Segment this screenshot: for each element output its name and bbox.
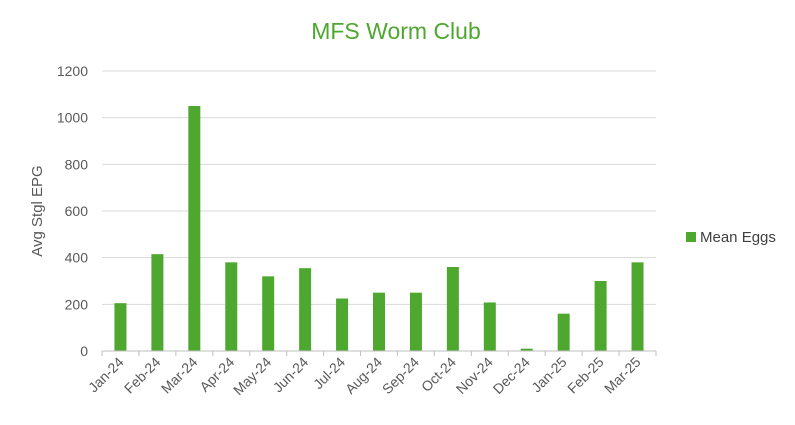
bars (114, 106, 644, 351)
gridlines (102, 70, 656, 305)
y-tick-label: 400 (65, 250, 89, 266)
bar-oct-24 (446, 267, 459, 351)
x-tick-label: Sep-24 (379, 354, 422, 397)
x-tick-label: Oct-24 (418, 354, 459, 395)
x-tick-label: Jun-24 (270, 354, 312, 396)
bar-sep-24 (409, 292, 422, 351)
bar-mar-25 (631, 262, 644, 351)
x-tick-label: Mar-25 (601, 354, 644, 397)
x-tick-label: Nov-24 (453, 354, 496, 397)
x-tick-label: Jan-25 (528, 354, 570, 396)
bar-may-24 (262, 276, 275, 351)
x-tick-label: Jan-24 (85, 354, 127, 396)
x-axis-ticks: Jan-24Feb-24Mar-24Apr-24May-24Jun-24Jul-… (85, 354, 644, 398)
x-axis (101, 350, 657, 356)
x-tick-label: Mar-24 (158, 354, 201, 397)
y-axis-title: Avg Stgl EPG (29, 165, 46, 256)
y-tick-label: 1200 (57, 63, 88, 79)
bar-jan-24 (114, 303, 127, 351)
x-tick-label: Feb-24 (121, 354, 164, 397)
bar-dec-24 (520, 348, 533, 351)
y-axis-ticks: 0 200 400 600 800 1000 1200 (57, 63, 88, 359)
bar-jul-24 (336, 298, 349, 351)
legend-swatch-mean-eggs (686, 232, 696, 242)
bar-jan-25 (557, 313, 570, 351)
bar-feb-25 (594, 281, 607, 351)
x-tick-label: Feb-25 (564, 354, 607, 397)
bar-jun-24 (299, 268, 312, 351)
y-tick-label: 600 (65, 203, 89, 219)
x-tick-label: Aug-24 (342, 354, 385, 397)
bar-nov-24 (483, 302, 496, 351)
bar-feb-24 (151, 254, 164, 351)
y-tick-label: 0 (80, 343, 88, 359)
legend: Mean Eggs (686, 229, 776, 246)
chart-title: MFS Worm Club (311, 18, 481, 44)
x-tick-label: May-24 (230, 354, 274, 398)
y-tick-label: 200 (65, 296, 89, 312)
bar-apr-24 (225, 262, 238, 351)
bar-mar-24 (188, 106, 201, 351)
x-tick-label: Dec-24 (490, 354, 533, 397)
y-tick-label: 1000 (57, 110, 88, 126)
bar-aug-24 (373, 292, 385, 351)
legend-label-mean-eggs: Mean Eggs (700, 229, 776, 246)
y-tick-label: 800 (65, 156, 89, 172)
